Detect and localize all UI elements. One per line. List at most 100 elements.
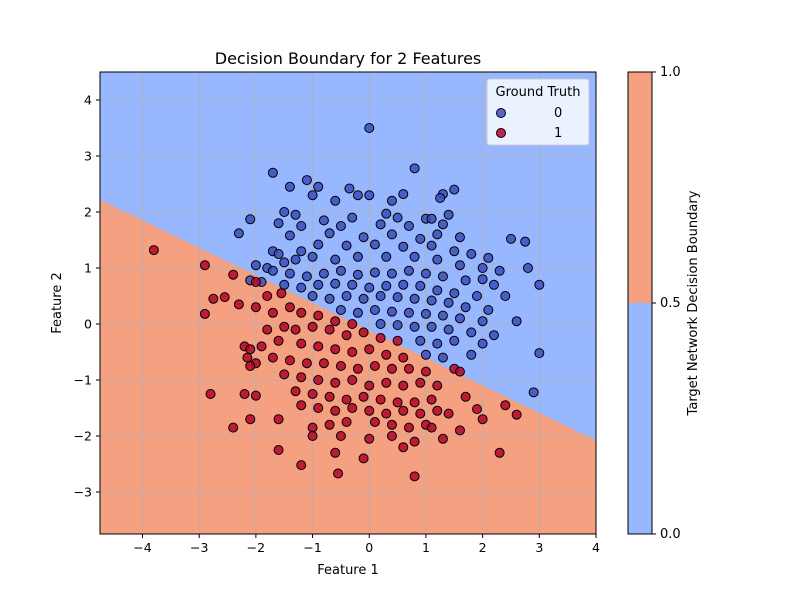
data-point-class-1 — [296, 400, 307, 411]
data-point-class-1 — [307, 422, 318, 433]
data-point-class-1 — [307, 321, 318, 332]
data-point-class-1 — [403, 363, 414, 374]
data-point-class-1 — [301, 358, 312, 369]
data-point-class-0 — [466, 327, 477, 338]
data-point-class-1 — [386, 419, 397, 430]
data-point-class-0 — [392, 320, 403, 331]
y-tick-label: 2 — [84, 205, 92, 220]
data-point-class-1 — [262, 291, 273, 301]
data-point-class-1 — [494, 447, 505, 458]
data-point-class-0 — [279, 279, 290, 290]
colorbar-upper-segment — [628, 72, 652, 303]
data-point-class-0 — [403, 265, 414, 276]
data-point-class-0 — [409, 251, 420, 262]
data-point-class-1 — [369, 417, 380, 427]
legend-marker-class-0 — [496, 108, 506, 118]
data-point-class-0 — [534, 348, 545, 359]
data-point-class-1 — [267, 352, 278, 363]
data-point-class-0 — [483, 305, 494, 315]
data-point-class-1 — [239, 389, 250, 399]
data-point-class-1 — [426, 422, 437, 433]
data-point-class-0 — [364, 123, 375, 133]
data-point-class-1 — [437, 433, 448, 444]
data-point-class-0 — [409, 293, 420, 304]
data-point-class-0 — [466, 249, 477, 259]
data-point-class-1 — [307, 431, 318, 441]
y-tick-label: 4 — [84, 93, 92, 108]
data-point-class-1 — [318, 358, 329, 369]
data-point-class-1 — [296, 372, 307, 383]
data-point-class-1 — [415, 377, 426, 388]
data-point-class-1 — [341, 330, 352, 341]
data-point-class-1 — [245, 361, 256, 371]
legend-label-class-0: 0 — [554, 106, 562, 121]
scatter-points — [148, 123, 545, 482]
data-point-class-1 — [347, 375, 358, 385]
data-point-class-0 — [454, 232, 465, 243]
data-point-class-1 — [148, 245, 159, 256]
data-point-class-0 — [386, 229, 397, 240]
data-point-class-1 — [454, 425, 465, 436]
data-point-class-1 — [330, 447, 341, 458]
data-point-class-1 — [432, 405, 443, 416]
data-point-class-0 — [454, 260, 465, 271]
data-point-class-0 — [341, 240, 352, 251]
data-point-class-1 — [352, 363, 363, 374]
data-point-class-0 — [420, 268, 431, 279]
legend-label-class-1: 1 — [554, 126, 562, 141]
data-point-class-1 — [358, 327, 369, 338]
x-tick-label: −4 — [133, 540, 151, 555]
data-point-class-0 — [296, 221, 307, 231]
data-point-class-0 — [477, 338, 488, 349]
data-point-class-1 — [409, 436, 420, 447]
data-point-class-0 — [386, 195, 397, 206]
data-point-class-1 — [381, 377, 392, 388]
data-point-class-1 — [228, 269, 239, 280]
data-point-class-1 — [386, 431, 397, 441]
data-point-class-1 — [273, 445, 284, 455]
data-point-class-0 — [471, 291, 482, 301]
data-point-class-0 — [307, 251, 318, 262]
data-point-class-1 — [347, 347, 358, 357]
data-point-class-1 — [460, 391, 471, 402]
x-tick-label: 0 — [365, 540, 373, 555]
colorbar-label: Target Network Decision Boundary — [686, 190, 701, 416]
data-point-class-1 — [364, 433, 375, 444]
data-point-class-0 — [449, 288, 460, 299]
data-point-class-1 — [364, 405, 375, 416]
data-point-class-0 — [460, 275, 471, 286]
data-point-class-0 — [313, 279, 324, 290]
data-point-class-1 — [296, 338, 307, 349]
data-point-class-0 — [335, 305, 346, 315]
data-point-class-0 — [415, 280, 426, 291]
data-point-class-0 — [449, 246, 460, 257]
data-point-class-0 — [273, 218, 284, 229]
data-point-class-0 — [534, 279, 545, 290]
data-point-class-0 — [318, 215, 329, 226]
data-point-class-0 — [426, 321, 437, 332]
data-point-class-0 — [522, 263, 533, 273]
data-point-class-0 — [347, 279, 358, 290]
data-point-class-1 — [330, 405, 341, 416]
data-point-class-0 — [290, 254, 301, 265]
data-point-class-1 — [347, 319, 358, 329]
data-point-class-1 — [398, 442, 409, 453]
data-point-class-1 — [454, 366, 465, 377]
data-point-class-1 — [403, 422, 414, 433]
data-point-class-0 — [466, 349, 477, 360]
data-point-class-1 — [369, 361, 380, 371]
data-point-class-0 — [477, 263, 488, 273]
data-point-class-0 — [267, 265, 278, 276]
data-point-class-1 — [228, 422, 239, 433]
colorbar: 0.0 0.5 1.0 Target Network Decision Boun… — [627, 65, 701, 542]
data-point-class-0 — [279, 207, 290, 217]
y-tick-label: 1 — [84, 261, 92, 276]
data-point-class-0 — [500, 291, 511, 301]
data-point-class-0 — [392, 292, 403, 303]
data-point-class-0 — [352, 269, 363, 280]
colorbar-tick-label: 0.0 — [660, 527, 681, 542]
data-point-class-1 — [290, 324, 301, 335]
data-point-class-0 — [313, 239, 324, 250]
data-point-class-1 — [364, 344, 375, 355]
